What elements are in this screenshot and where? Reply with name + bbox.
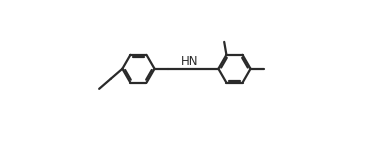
Text: HN: HN	[181, 55, 199, 68]
